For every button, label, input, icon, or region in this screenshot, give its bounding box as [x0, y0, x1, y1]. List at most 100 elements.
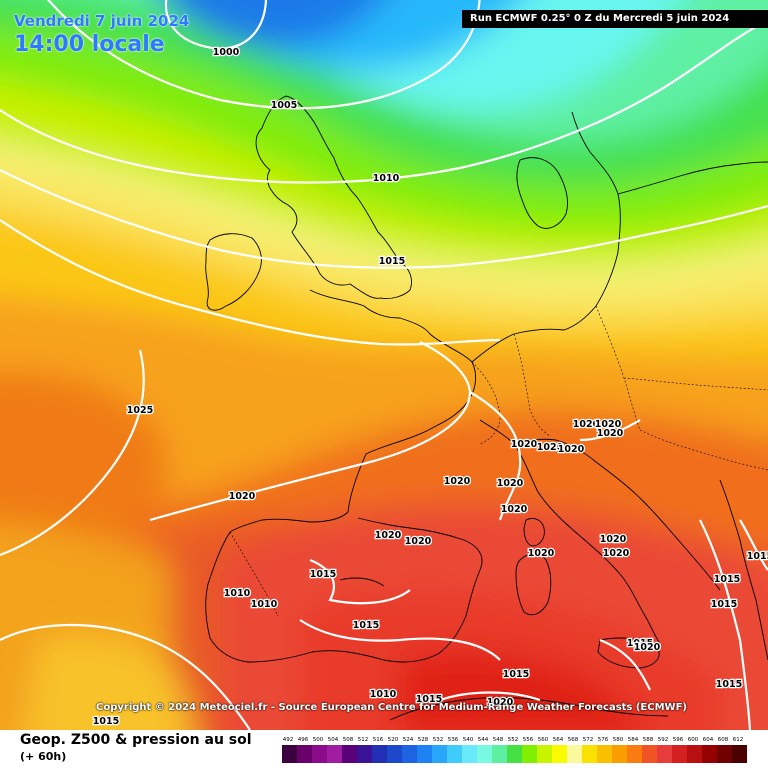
legend-footer: Geop. Z500 & pression au sol (+ 60h) 492… — [0, 730, 768, 768]
scale-color-cell — [642, 745, 657, 763]
scale-color-cell — [447, 745, 462, 763]
scale-tick-label: 508 — [342, 737, 354, 743]
isobar-label: 1020 — [573, 419, 600, 430]
scale-tick-label: 576 — [597, 737, 609, 743]
isobar-label: 1020 — [229, 491, 256, 502]
scale-tick-label: 540 — [462, 737, 474, 743]
scale-color-cell — [522, 745, 537, 763]
isobar-label: 1020 — [595, 419, 622, 430]
scale-tick-label: 504 — [327, 737, 339, 743]
isobar-label: 1015 — [714, 574, 740, 585]
forecast-lead-time: (+ 60h) — [20, 750, 67, 763]
isobar-label: 1020 — [405, 536, 432, 547]
scale-tick-label: 524 — [402, 737, 414, 743]
scale-tick-label: 516 — [372, 737, 384, 743]
scale-color-cell — [537, 745, 552, 763]
scale-color-cell — [327, 745, 342, 763]
borders — [229, 305, 768, 617]
isobar-label: 1005 — [271, 100, 297, 111]
isobar-label: 1020 — [487, 697, 514, 708]
isobar-label: 1015 — [627, 638, 653, 649]
isobar-label: 1020 — [537, 442, 564, 453]
scale-tick-label: 544 — [477, 737, 489, 743]
scale-color-cell — [672, 745, 687, 763]
isobar-label: 1020 — [501, 504, 528, 515]
isobars — [0, 0, 768, 730]
scale-color-cell — [462, 745, 477, 763]
scale-color-cell — [627, 745, 642, 763]
scale-tick-label: 528 — [417, 737, 429, 743]
isobar-label: 1015 — [379, 256, 405, 267]
forecast-local-time: 14:00 locale — [14, 32, 165, 57]
scale-color-cell — [567, 745, 582, 763]
scale-color-cell — [342, 745, 357, 763]
copyright-notice: Copyright © 2024 Meteociel.fr - Source E… — [96, 702, 687, 713]
isobar-label: 1020 — [444, 476, 471, 487]
scale-tick-label: 500 — [312, 737, 324, 743]
forecast-map: 1000 1005 1010 1015 1025 1020 1020 1020 … — [0, 0, 768, 730]
scale-color-cell — [312, 745, 327, 763]
forecast-date: Vendredi 7 juin 2024 — [14, 12, 190, 30]
isobar-label: 1015 — [711, 599, 737, 610]
isobar-label: 1020 — [558, 444, 585, 455]
isobar-label: 1015 — [93, 716, 119, 727]
isobar-label: 1020 — [634, 642, 661, 653]
scale-tick-label: 492 — [282, 737, 294, 743]
isobar-label: 1015 — [353, 620, 379, 631]
scale-color-cell — [657, 745, 672, 763]
scale-tick-label: 592 — [657, 737, 669, 743]
scale-color-cell — [477, 745, 492, 763]
scale-color-cell — [417, 745, 432, 763]
isobar-label: 1015 — [503, 669, 529, 680]
scale-color-cell — [402, 745, 417, 763]
scale-tick-label: 548 — [492, 737, 504, 743]
product-title: Geop. Z500 & pression au sol — [20, 732, 252, 748]
scale-color-cell — [612, 745, 627, 763]
scale-color-cell — [492, 745, 507, 763]
isobar-label: 1020 — [528, 548, 555, 559]
isobar-label: 1015 — [716, 679, 742, 690]
model-run-info: Run ECMWF 0.25° 0 Z du Mercredi 5 juin 2… — [462, 10, 768, 28]
scale-color-cell — [357, 745, 372, 763]
scale-tick-label: 536 — [447, 737, 459, 743]
color-scale: 492 496 500 504 508 512 516 520 524 528 532 536 540 5… — [282, 730, 750, 766]
isobar-label: 1020 — [511, 439, 538, 450]
scale-color-cell — [297, 745, 312, 763]
isobar-label: 1025 — [127, 405, 153, 416]
scale-tick-label: 572 — [582, 737, 594, 743]
geopotential-field — [0, 0, 768, 730]
scale-tick-label: 596 — [672, 737, 684, 743]
isobar-label: 1020 — [597, 428, 624, 439]
isobar-label: 1015 — [416, 694, 442, 705]
scale-tick-label: 604 — [702, 737, 714, 743]
isobar-label: 1015 — [310, 569, 336, 580]
scale-color-cell — [387, 745, 402, 763]
isobar-label: 1010 — [251, 599, 278, 610]
isobar-label: 1020 — [600, 534, 627, 545]
scale-color-cell — [372, 745, 387, 763]
scale-tick-label: 580 — [612, 737, 624, 743]
scale-color-cell — [282, 745, 297, 763]
scale-color-cell — [732, 745, 747, 763]
isobar-label: 1010 — [373, 173, 400, 184]
scale-tick-label: 584 — [627, 737, 639, 743]
scale-tick-label: 564 — [552, 737, 564, 743]
scale-tick-label: 520 — [387, 737, 399, 743]
coastlines — [205, 95, 768, 721]
scale-tick-label: 608 — [717, 737, 729, 743]
isobar-label: 1020 — [497, 478, 524, 489]
scale-tick-label: 568 — [567, 737, 579, 743]
isobar-label: 1010 — [224, 588, 251, 599]
isobar-labels: 1000 1005 1010 1015 1025 1020 1020 1020 … — [91, 46, 768, 729]
scale-color-cell — [717, 745, 732, 763]
scale-tick-label: 512 — [357, 737, 369, 743]
scale-tick-label: 600 — [687, 737, 699, 743]
scale-color-cell — [687, 745, 702, 763]
scale-color-cell — [432, 745, 447, 763]
isobar-label: 1000 — [213, 47, 240, 58]
scale-tick-label: 612 — [732, 737, 744, 743]
scale-tick-label: 560 — [537, 737, 549, 743]
scale-tick-label: 556 — [522, 737, 534, 743]
scale-color-cell — [552, 745, 567, 763]
